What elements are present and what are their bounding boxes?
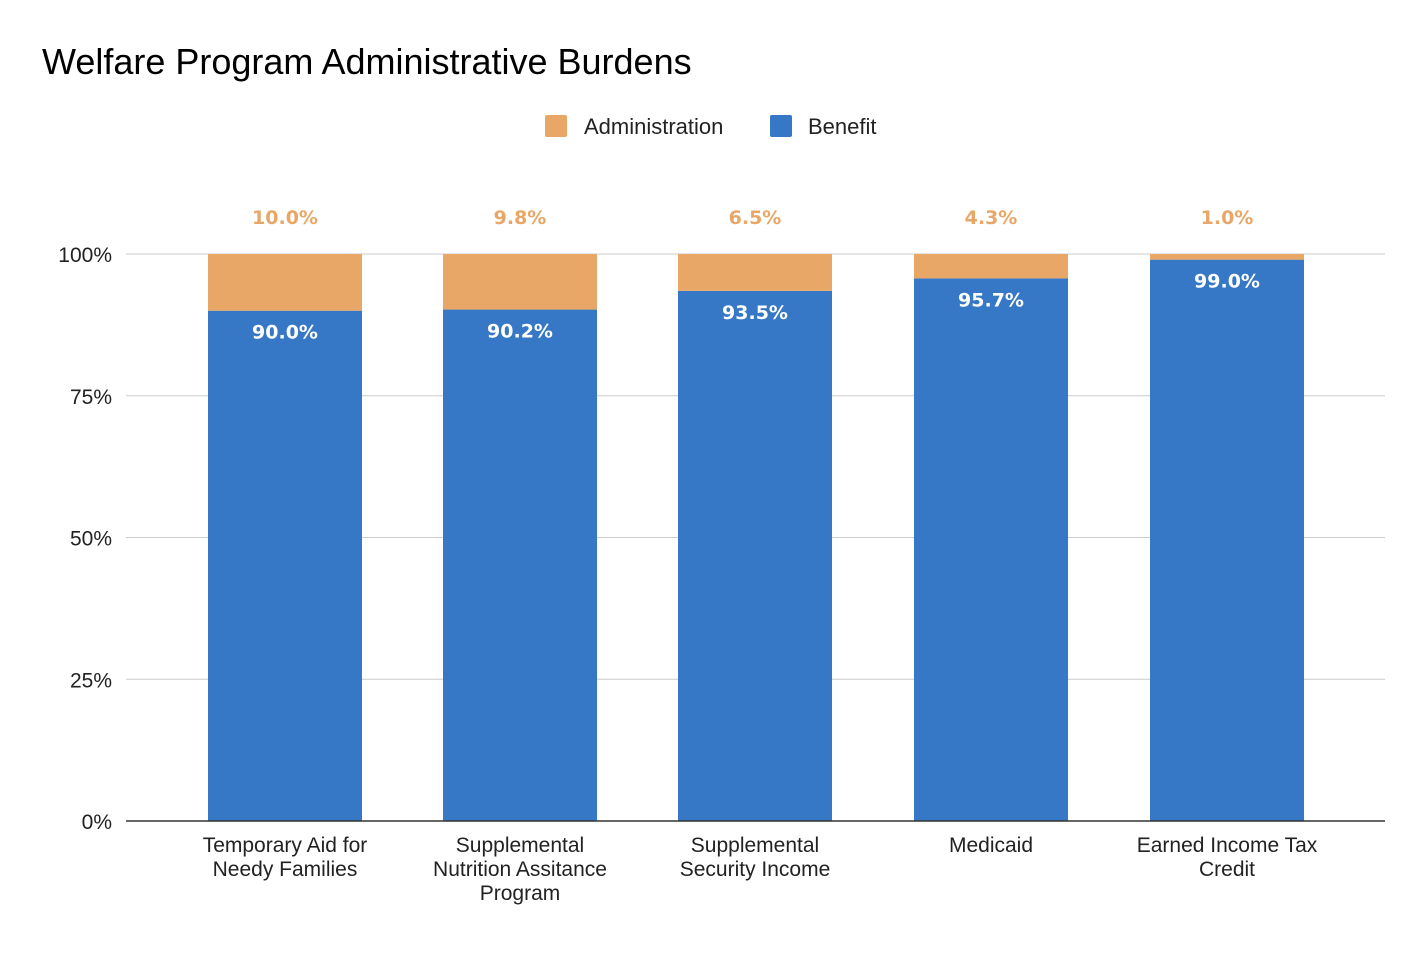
x-category-label-1: Supplemental Nutrition Assitance Program <box>433 834 607 905</box>
x-category-label-4: Earned Income Tax Credit <box>1137 834 1318 881</box>
y-axis-ticks: 0% 25% 50% 75% 100% <box>58 244 112 834</box>
data-label-benefit-4: 99.0% <box>1194 271 1260 293</box>
y-tick-label-75: 75% <box>70 386 112 409</box>
bar-administration-3 <box>914 254 1068 279</box>
legend-label-benefit: Benefit <box>808 114 877 139</box>
chart-title: Welfare Program Administrative Burdens <box>42 41 692 82</box>
data-labels: 90.0% 10.0% 90.2% 9.8% 93.5% 6.5% 95.7% 4.3% 99.… <box>252 207 1260 344</box>
data-label-administration-0: 10.0% <box>252 207 318 229</box>
data-label-administration-2: 6.5% <box>729 207 782 229</box>
legend-label-administration: Administration <box>584 114 723 139</box>
x-category-label-3: Medicaid <box>949 834 1033 857</box>
x-category-label-2: Supplemental Security Income <box>680 834 831 881</box>
bar-administration-1 <box>443 254 597 310</box>
bar-benefit-4 <box>1150 259 1304 821</box>
data-label-administration-4: 1.0% <box>1201 207 1254 229</box>
data-label-benefit-3: 95.7% <box>958 289 1024 311</box>
bar-administration-2 <box>678 254 832 291</box>
y-tick-label-0: 0% <box>82 811 112 834</box>
bars <box>208 254 1304 822</box>
legend: Administration Benefit <box>545 114 877 139</box>
bar-administration-0 <box>208 254 362 311</box>
y-tick-label-25: 25% <box>70 669 112 692</box>
legend-swatch-benefit <box>770 115 792 137</box>
legend-swatch-administration <box>545 115 567 137</box>
data-label-administration-3: 4.3% <box>965 207 1018 229</box>
bar-benefit-0 <box>208 310 362 821</box>
data-label-administration-1: 9.8% <box>494 207 547 229</box>
bar-benefit-2 <box>678 290 832 822</box>
data-label-benefit-1: 90.2% <box>487 321 553 343</box>
bar-benefit-3 <box>914 278 1068 822</box>
x-category-label-0: Temporary Aid for Needy Families <box>203 834 368 881</box>
x-axis-categories: Temporary Aid for Needy Families Supplemen… <box>203 834 1318 905</box>
data-label-benefit-2: 93.5% <box>722 302 788 324</box>
y-tick-label-50: 50% <box>70 528 112 551</box>
bar-benefit-1 <box>443 309 597 821</box>
data-label-benefit-0: 90.0% <box>252 322 318 344</box>
bar-administration-4 <box>1150 254 1304 260</box>
y-tick-label-100: 100% <box>58 244 112 267</box>
